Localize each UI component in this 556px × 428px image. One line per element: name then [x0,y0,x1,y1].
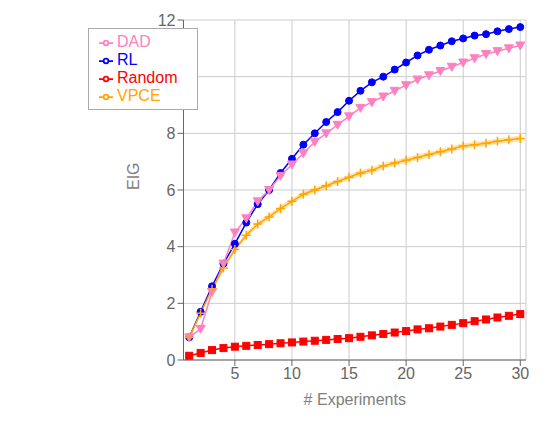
svg-text:6: 6 [167,182,176,199]
svg-text:25: 25 [454,365,472,382]
svg-text:12: 12 [158,12,176,29]
svg-text:15: 15 [340,365,358,382]
svg-text:5: 5 [230,365,239,382]
svg-text:# Experiments: # Experiments [304,391,406,408]
svg-text:0: 0 [167,352,176,369]
svg-text:30: 30 [511,365,529,382]
svg-text:10: 10 [283,365,301,382]
svg-text:4: 4 [167,238,176,255]
svg-text:10: 10 [158,68,176,85]
svg-text:8: 8 [167,125,176,142]
svg-text:2: 2 [167,295,176,312]
svg-text:EIG: EIG [125,162,142,190]
svg-text:20: 20 [397,365,415,382]
